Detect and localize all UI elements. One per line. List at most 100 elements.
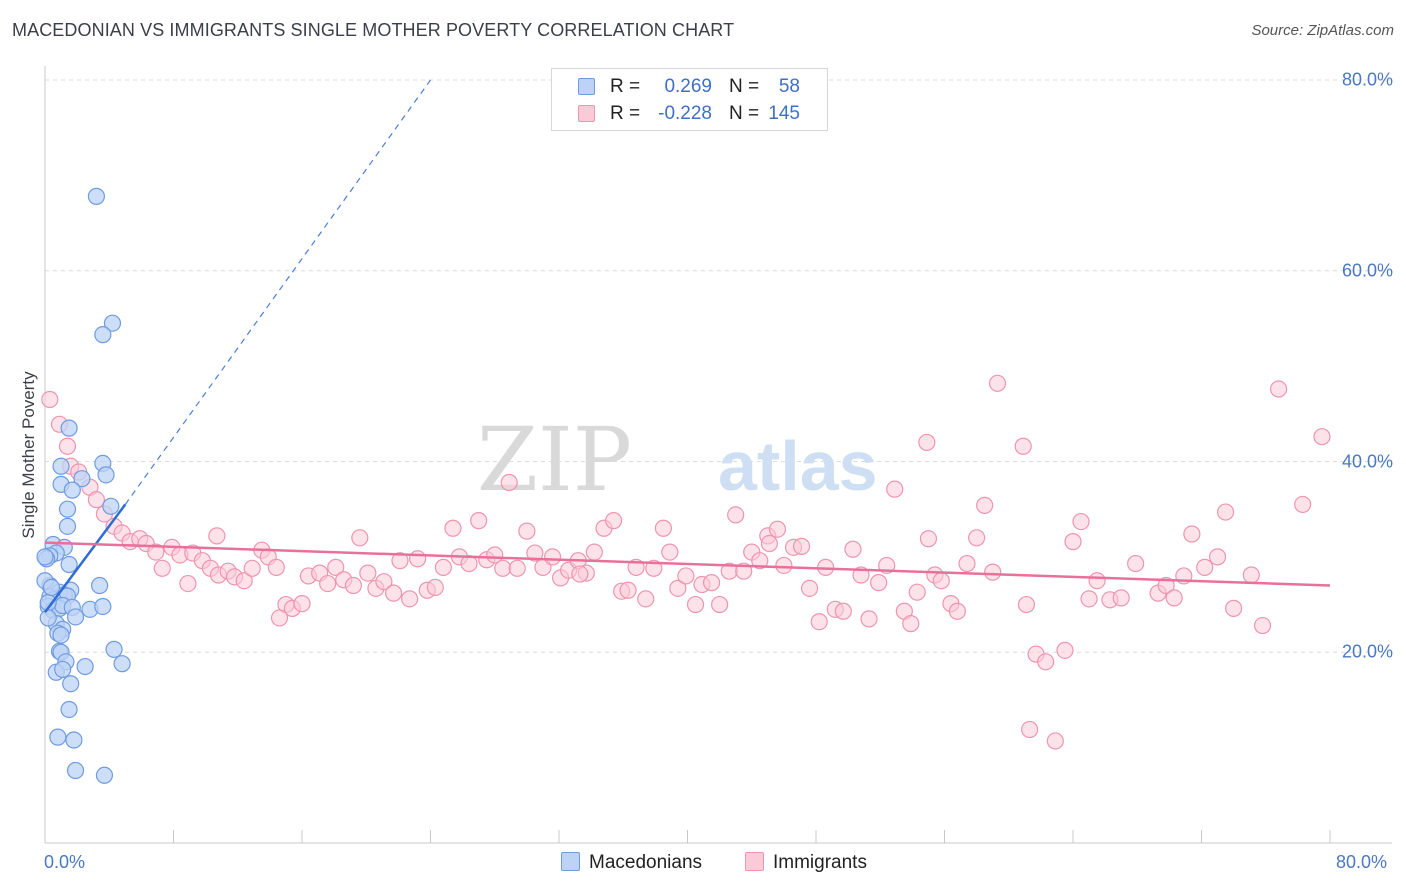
- point-immigrants: [908, 583, 926, 601]
- point-macedonians: [66, 761, 85, 780]
- bottom-legend-macedonians[interactable]: Macedonians: [561, 852, 702, 874]
- point-immigrants: [1064, 533, 1082, 551]
- point-immigrants: [834, 602, 852, 620]
- point-immigrants: [918, 433, 936, 452]
- point-macedonians: [113, 655, 131, 673]
- point-immigrants: [727, 506, 745, 524]
- point-immigrants: [702, 574, 721, 592]
- point-immigrants: [1046, 732, 1064, 750]
- legend-r-value: -0.228: [658, 103, 712, 124]
- point-immigrants: [886, 480, 904, 498]
- point-macedonians: [63, 481, 81, 499]
- x-tick-min: 0.0%: [44, 852, 86, 872]
- point-macedonians: [65, 731, 83, 749]
- legend-n-value: 145: [768, 103, 800, 124]
- point-immigrants: [870, 574, 888, 592]
- point-immigrants: [500, 473, 518, 492]
- point-immigrants: [1242, 566, 1260, 584]
- y-tick-label: 60.0%: [1341, 260, 1393, 281]
- point-immigrants: [860, 610, 878, 628]
- bottom-legend-swatch-macedonians: [561, 852, 580, 871]
- point-immigrants: [444, 519, 462, 537]
- point-immigrants: [494, 559, 512, 577]
- legend-row-macedonians: R = 0.269 N = 58: [552, 74, 827, 100]
- gridlines: [45, 79, 1392, 653]
- point-macedonians: [58, 517, 77, 535]
- point-immigrants: [958, 554, 976, 573]
- point-immigrants: [686, 595, 705, 614]
- point-immigrants: [293, 595, 311, 613]
- point-immigrants: [677, 567, 695, 585]
- legend-row-immigrants: R = -0.228 N = 145: [552, 101, 827, 127]
- point-immigrants: [976, 496, 994, 514]
- point-macedonians: [36, 548, 54, 566]
- point-macedonians: [60, 700, 78, 719]
- point-immigrants: [1014, 437, 1032, 455]
- point-immigrants: [179, 574, 197, 593]
- legend-n-label: N =: [729, 76, 760, 97]
- point-macedonians: [58, 500, 77, 518]
- point-macedonians: [39, 609, 57, 627]
- point-macedonians: [52, 457, 70, 475]
- series-immigrants: [41, 374, 1331, 750]
- watermark: ZIP atlas: [477, 408, 878, 511]
- point-immigrants: [654, 519, 673, 537]
- trend-line-macedonians-dashed: [124, 79, 431, 505]
- source-label: Source: ZipAtlas.com: [1251, 22, 1394, 39]
- legend-r-label: R =: [610, 103, 641, 124]
- watermark-atlas: atlas: [718, 427, 878, 505]
- point-macedonians: [103, 314, 122, 332]
- trend-lines: [43, 79, 1331, 613]
- point-immigrants: [1037, 653, 1055, 671]
- point-immigrants: [543, 548, 562, 566]
- point-immigrants: [426, 578, 444, 596]
- chart-title: MACEDONIAN VS IMMIGRANTS SINGLE MOTHER P…: [12, 20, 735, 40]
- point-immigrants: [327, 558, 345, 576]
- point-immigrants: [1165, 589, 1183, 607]
- point-macedonians: [62, 675, 80, 693]
- legend-r-label: R =: [610, 76, 641, 97]
- point-immigrants: [235, 572, 253, 590]
- point-immigrants: [792, 537, 811, 555]
- point-immigrants: [391, 552, 409, 570]
- point-immigrants: [1072, 512, 1090, 531]
- point-immigrants: [775, 556, 793, 575]
- point-immigrants: [319, 574, 337, 593]
- point-immigrants: [948, 602, 966, 620]
- point-immigrants: [844, 540, 862, 558]
- point-immigrants: [800, 579, 819, 597]
- point-immigrants: [571, 565, 589, 583]
- point-immigrants: [711, 595, 729, 614]
- point-immigrants: [153, 559, 171, 577]
- point-immigrants: [1294, 495, 1312, 514]
- bottom-legend-swatch-immigrants: [745, 852, 764, 871]
- point-macedonians: [73, 470, 91, 488]
- point-immigrants: [988, 374, 1007, 392]
- point-immigrants: [526, 544, 544, 562]
- point-immigrants: [375, 573, 393, 591]
- watermark-zip: ZIP: [477, 408, 632, 511]
- point-immigrants: [1216, 503, 1235, 521]
- point-immigrants: [619, 581, 637, 599]
- point-macedonians: [66, 608, 85, 626]
- point-macedonians: [76, 657, 94, 676]
- point-immigrants: [87, 491, 106, 509]
- point-immigrants: [518, 522, 536, 540]
- point-macedonians: [97, 466, 115, 484]
- y-tick-label: 40.0%: [1341, 451, 1393, 471]
- point-immigrants: [645, 559, 663, 577]
- point-immigrants: [434, 558, 452, 576]
- point-immigrants: [751, 552, 769, 570]
- point-immigrants: [1157, 576, 1175, 595]
- axes: [44, 66, 1392, 844]
- point-macedonians: [91, 576, 109, 595]
- point-immigrants: [1313, 428, 1331, 446]
- point-immigrants: [1127, 554, 1145, 573]
- point-immigrants: [1112, 589, 1130, 607]
- point-immigrants: [760, 534, 779, 553]
- point-immigrants: [932, 572, 950, 590]
- point-immigrants: [768, 520, 787, 538]
- point-macedonians: [105, 640, 123, 658]
- bottom-legend-immigrants[interactable]: Immigrants: [745, 852, 867, 874]
- point-immigrants: [243, 559, 261, 577]
